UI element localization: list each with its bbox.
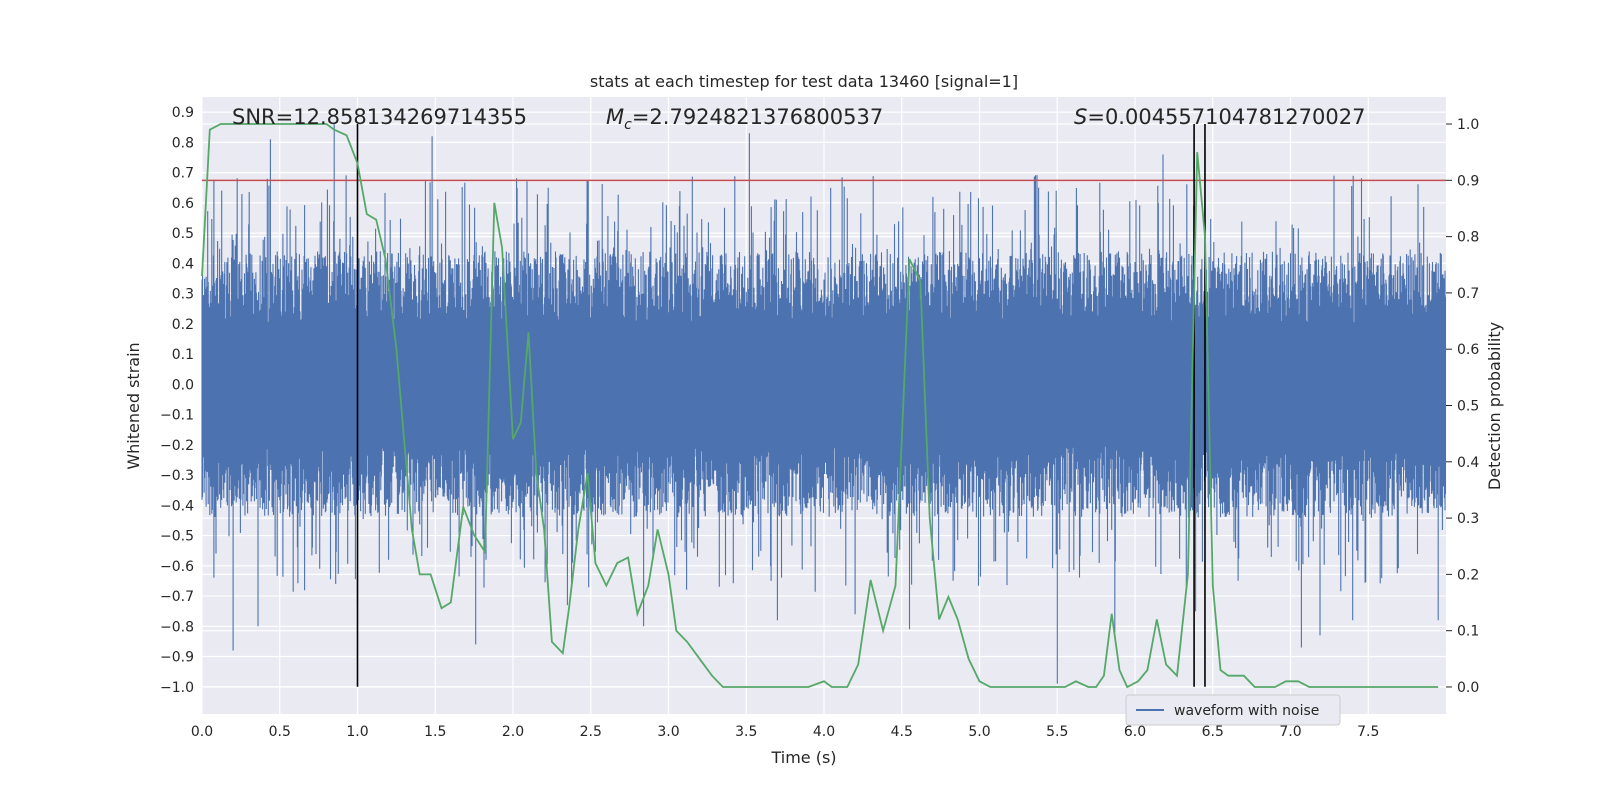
y-tick-label: −0.9 bbox=[160, 650, 194, 666]
x-tick-label: 6.5 bbox=[1202, 724, 1224, 740]
x-axis-ticks: 0.0 0.5 1.0 1.5 2.0 2.5 3.0 3.5 4.0 4.5 5.0 5.5 6.0 6… bbox=[191, 724, 1380, 740]
x-tick-label: 5.0 bbox=[968, 724, 990, 740]
waveform-series bbox=[201, 124, 1447, 684]
s-value: =0.004557104781270027 bbox=[1087, 105, 1365, 129]
y-tick-label: 0.0 bbox=[172, 377, 194, 393]
y-tick-label: −1.0 bbox=[160, 680, 194, 696]
y-tick-label: 0.1 bbox=[172, 347, 194, 363]
legend: waveform with noise bbox=[1125, 694, 1341, 726]
legend-box bbox=[1125, 694, 1341, 726]
x-tick-label: 0.0 bbox=[191, 724, 213, 740]
y-tick-label: 0.5 bbox=[172, 226, 194, 242]
x-tick-label: 3.5 bbox=[735, 724, 757, 740]
mc-subscript: c bbox=[624, 117, 632, 133]
vertical-markers bbox=[356, 124, 1206, 687]
y2-tick-label: 0.9 bbox=[1457, 173, 1479, 189]
y-tick-label: 0.3 bbox=[172, 287, 194, 303]
y2-tick-label: 0.0 bbox=[1457, 680, 1479, 696]
y-axis-label: Whitened strain bbox=[124, 342, 143, 469]
s-annotation: S=0.004557104781270027 bbox=[1074, 105, 1365, 129]
mc-value: =2.7924821376800537 bbox=[632, 105, 883, 129]
x-tick-label: 1.5 bbox=[424, 724, 446, 740]
waveform-path bbox=[201, 124, 1447, 684]
y-tick-label: 0.4 bbox=[172, 256, 194, 272]
y2-tick-label: 0.8 bbox=[1457, 230, 1479, 246]
y2-tick-label: 0.4 bbox=[1457, 455, 1479, 471]
x-tick-label: 6.0 bbox=[1124, 724, 1146, 740]
y-tick-label: −0.4 bbox=[160, 498, 194, 514]
x-tick-label: 7.0 bbox=[1279, 724, 1301, 740]
y2-axis-label: Detection probability bbox=[1485, 322, 1504, 490]
y2-axis-ticks: 0.0 0.1 0.2 0.3 0.4 0.5 0.6 0.7 0.8 0.9 1.0 bbox=[1446, 117, 1479, 696]
y-tick-label: −0.1 bbox=[160, 408, 194, 424]
y-tick-label: −0.5 bbox=[160, 529, 194, 545]
x-tick-label: 1.0 bbox=[346, 724, 368, 740]
x-tick-label: 3.0 bbox=[657, 724, 679, 740]
snr-annotation: SNR=12.858134269714355 bbox=[232, 105, 527, 129]
y-tick-label: −0.2 bbox=[160, 438, 194, 454]
y-axis-ticks: 0.9 0.8 0.7 0.6 0.5 0.4 0.3 0.2 0.1 0.0 −0.1 −0.2 −0… bbox=[160, 105, 194, 696]
x-tick-label: 2.0 bbox=[502, 724, 524, 740]
y2-tick-label: 0.1 bbox=[1457, 624, 1479, 640]
y-tick-label: 0.2 bbox=[172, 317, 194, 333]
y-tick-label: 0.6 bbox=[172, 196, 194, 212]
chart-title: stats at each timestep for test data 134… bbox=[590, 72, 1018, 91]
y-tick-label: −0.8 bbox=[160, 619, 194, 635]
y2-tick-label: 1.0 bbox=[1457, 117, 1479, 133]
x-tick-label: 4.0 bbox=[813, 724, 835, 740]
x-tick-label: 7.5 bbox=[1357, 724, 1379, 740]
y-tick-label: 0.8 bbox=[172, 135, 194, 151]
legend-entry-waveform: waveform with noise bbox=[1174, 703, 1319, 719]
y2-tick-label: 0.2 bbox=[1457, 567, 1479, 583]
x-tick-label: 0.5 bbox=[269, 724, 291, 740]
y-tick-label: 0.9 bbox=[172, 105, 194, 121]
x-tick-label: 4.5 bbox=[891, 724, 913, 740]
y-tick-label: −0.3 bbox=[160, 468, 194, 484]
probability-series bbox=[201, 123, 1439, 689]
y2-tick-label: 0.6 bbox=[1457, 342, 1479, 358]
x-tick-label: 2.5 bbox=[580, 724, 602, 740]
y-tick-label: −0.7 bbox=[160, 589, 194, 605]
probability-line bbox=[201, 123, 1439, 689]
y-tick-label: 0.7 bbox=[172, 166, 194, 182]
s-symbol: S bbox=[1074, 105, 1087, 129]
mc-annotation: Mc=2.7924821376800537 bbox=[606, 105, 883, 133]
x-axis-label: Time (s) bbox=[770, 748, 836, 767]
y-tick-label: −0.6 bbox=[160, 559, 194, 575]
x-tick-label: 5.5 bbox=[1046, 724, 1068, 740]
y2-tick-label: 0.5 bbox=[1457, 399, 1479, 415]
y2-tick-label: 0.3 bbox=[1457, 511, 1479, 527]
mc-symbol: M bbox=[606, 105, 624, 129]
y2-tick-label: 0.7 bbox=[1457, 286, 1479, 302]
